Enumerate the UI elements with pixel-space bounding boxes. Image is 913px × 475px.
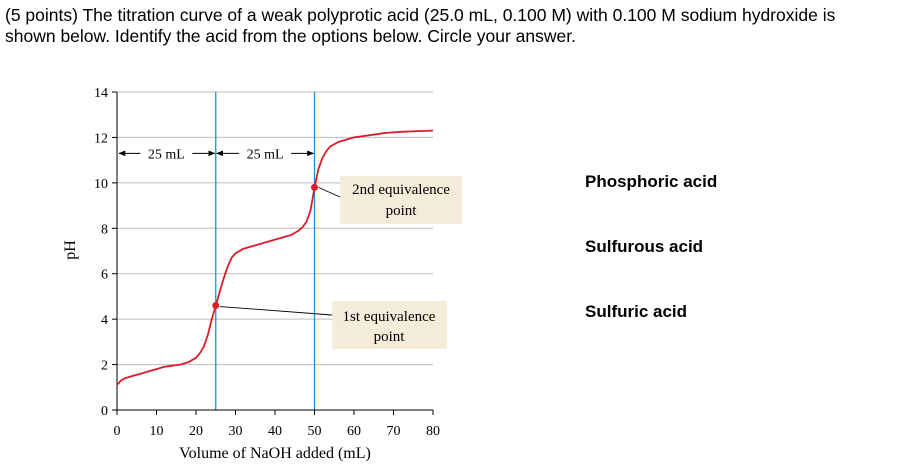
callout-1st-line1: 1st equivalence	[343, 309, 436, 325]
callout-2nd-line2: point	[386, 203, 418, 219]
x-tick-label: 80	[426, 424, 440, 439]
interval-label-1: 25 mL	[148, 147, 185, 162]
curve	[116, 129, 434, 386]
x-tick-label: 20	[189, 424, 203, 439]
y-tick-label: 10	[94, 177, 108, 192]
interval-label-2: 25 mL	[247, 147, 284, 162]
option-sulfurous-acid[interactable]: Sulfurous acid	[585, 237, 704, 256]
x-tick-label: 0	[114, 424, 121, 439]
x-tick-label: 60	[347, 424, 361, 439]
titration-curve-line	[116, 129, 434, 386]
x-tick-label: 40	[268, 424, 282, 439]
question-line-2: shown below. Identify the acid from the …	[5, 26, 576, 46]
x-tick-label: 10	[150, 424, 164, 439]
callout-box-1st	[332, 301, 447, 349]
callout-2nd-line1: 2nd equivalence	[352, 182, 450, 198]
axes: 0 2 4 6 8 10 12 14 0 10 20 30 40 50 60 70 80	[94, 86, 440, 439]
callouts: 2nd equivalence point 1st equivalence po…	[332, 176, 462, 349]
axis-labels: Volume of NaOH added (mL) pH	[62, 240, 371, 462]
equivalence-lines	[215, 92, 316, 410]
callout-box-2nd	[340, 176, 462, 224]
equivalence-point-marker-1	[212, 302, 220, 310]
annotations: 25 mL 25 mL	[118, 147, 341, 316]
x-tick-label: 30	[229, 424, 243, 439]
y-tick-label: 4	[101, 313, 108, 328]
option-phosphoric-acid[interactable]: Phosphoric acid	[585, 172, 718, 191]
equivalence-point-marker-2	[311, 183, 318, 191]
callout-1st-line2: point	[374, 329, 406, 345]
y-tick-label: 14	[94, 86, 108, 101]
y-tick-label: 8	[101, 222, 108, 237]
x-tick-label: 50	[308, 424, 322, 439]
x-tick-label: 70	[387, 424, 401, 439]
x-axis-label: Volume of NaOH added (mL)	[179, 445, 371, 462]
y-axis-label: pH	[62, 240, 79, 260]
question-line-1: (5 points) The titration curve of a weak…	[5, 5, 836, 25]
option-sulfuric-acid[interactable]: Sulfuric acid	[585, 302, 688, 321]
leader-line-2nd	[318, 186, 341, 198]
leader-line-1st	[219, 306, 333, 316]
y-tick-label: 2	[101, 359, 108, 374]
y-tick-label: 6	[101, 268, 108, 283]
question-text: (5 points) The titration curve of a weak…	[5, 5, 910, 47]
y-tick-label: 12	[94, 131, 108, 146]
y-tick-label: 0	[101, 404, 108, 419]
